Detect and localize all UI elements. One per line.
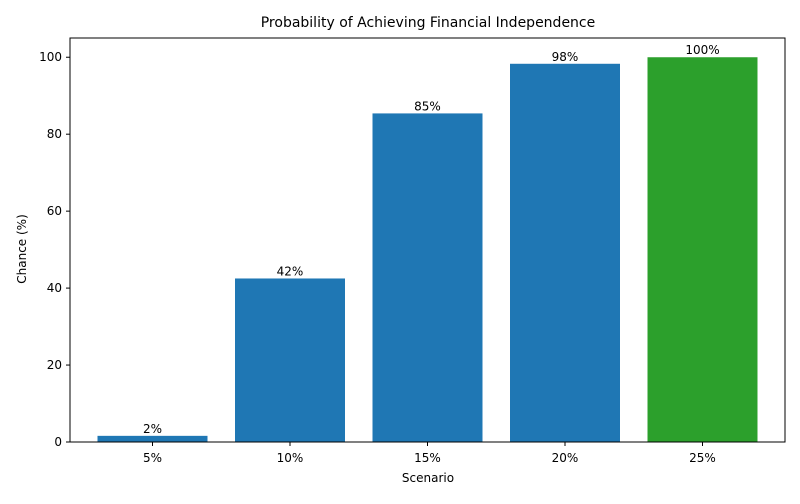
bars-group — [97, 57, 758, 442]
y-tick-label-5: 100 — [39, 50, 62, 64]
data-label-2: 85% — [414, 99, 441, 113]
data-label-4: 100% — [685, 43, 719, 57]
data-label-0: 2% — [143, 422, 162, 436]
bar-1 — [235, 278, 345, 442]
bar-0 — [97, 435, 208, 442]
y-tick-label-4: 80 — [47, 127, 62, 141]
x-axis: 5% 10% 15% 20% 25% — [143, 442, 716, 465]
data-labels-group: 2% 42% 85% 98% 100% — [143, 43, 720, 436]
x-tick-label-2: 15% — [414, 451, 441, 465]
data-label-3: 98% — [552, 50, 579, 64]
bar-2 — [372, 113, 483, 442]
x-tick-label-3: 20% — [552, 451, 579, 465]
y-axis: 0 20 40 60 80 100 — [39, 50, 70, 449]
y-tick-label-0: 0 — [54, 435, 62, 449]
x-axis-label: Scenario — [402, 471, 454, 485]
y-tick-label-3: 60 — [47, 204, 62, 218]
bar-3 — [510, 63, 620, 442]
plot-frame — [69, 37, 786, 443]
y-axis-label: Chance (%) — [15, 214, 29, 284]
x-tick-label-0: 5% — [143, 451, 162, 465]
data-label-1: 42% — [277, 264, 304, 278]
bar-4 — [647, 57, 758, 442]
x-tick-label-1: 10% — [277, 451, 304, 465]
y-tick-label-2: 40 — [47, 281, 62, 295]
x-tick-label-4: 25% — [689, 451, 716, 465]
y-tick-label-1: 20 — [47, 358, 62, 372]
chart-title: Probability of Achieving Financial Indep… — [261, 15, 596, 31]
